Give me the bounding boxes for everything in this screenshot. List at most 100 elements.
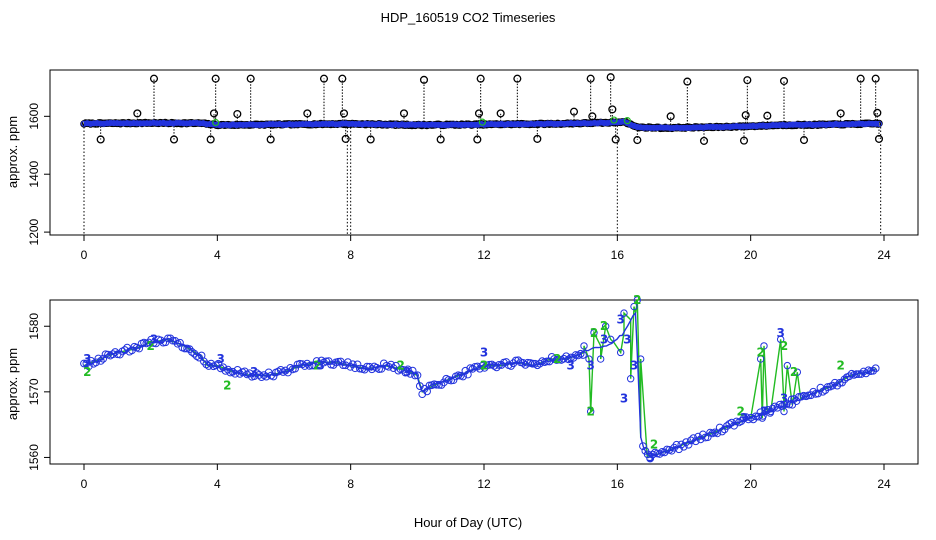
top-series-point <box>644 124 651 131</box>
top-series-point <box>723 123 730 130</box>
bottom-point-label: 3 <box>316 359 324 373</box>
bottom-point-label: 3 <box>250 365 258 379</box>
top-series-point <box>180 120 187 127</box>
bottom-data-point <box>871 364 880 373</box>
top-series-point <box>720 124 727 131</box>
top-series-point <box>465 121 472 128</box>
top-series-point <box>726 123 734 131</box>
top-plot-marks <box>80 73 884 235</box>
top-outlier-point <box>699 136 709 145</box>
bottom-spike-point <box>780 407 788 416</box>
bottom-data-point <box>99 354 108 363</box>
bottom-spike-point <box>758 414 767 422</box>
bottom-data-point <box>845 372 854 381</box>
top-xtick-label: 4 <box>214 248 221 262</box>
top-series-point <box>660 124 667 131</box>
top-series-point <box>392 121 399 128</box>
top-outlier-point <box>338 74 347 83</box>
top-series-point <box>362 120 369 127</box>
top-ylabel: approx. ppm <box>5 116 20 188</box>
top-series-point <box>561 120 568 127</box>
top-series-point <box>485 121 492 128</box>
bottom-spike-point <box>776 335 785 344</box>
top-outlier-point <box>209 109 219 118</box>
top-series-point <box>352 121 359 128</box>
top-series-point <box>504 120 512 128</box>
top-series-point <box>786 121 793 128</box>
top-series-point <box>259 121 266 129</box>
top-series-point <box>872 120 879 127</box>
bottom-xtick-label: 8 <box>347 477 354 491</box>
bottom-data-point <box>545 357 554 366</box>
top-series-point <box>690 124 697 131</box>
bottom-xtick-label: 16 <box>611 477 625 491</box>
bottom-data-point <box>161 338 170 347</box>
top-series-point <box>511 121 518 128</box>
top-ytick-label: 1200 <box>27 218 41 245</box>
top-series-point <box>302 121 310 128</box>
top-series-point <box>167 119 174 127</box>
top-series-point <box>697 124 704 131</box>
top-series-point <box>193 119 200 126</box>
bottom-point-label: 3 <box>646 450 654 464</box>
bottom-data-point <box>190 349 199 358</box>
top-outlier-point <box>366 135 375 144</box>
top-series-point <box>842 121 849 128</box>
bottom-data-point <box>684 440 693 449</box>
top-series-point <box>425 121 432 129</box>
bottom-spike-point <box>596 355 605 363</box>
bottom-data-point <box>176 338 184 347</box>
top-series-point <box>856 120 863 127</box>
top-xtick-label: 24 <box>877 248 891 262</box>
top-outlier-point <box>606 73 615 82</box>
bottom-data-point <box>559 354 568 363</box>
top-series-point <box>137 120 144 127</box>
top-series-point <box>186 120 194 127</box>
top-series-point <box>852 120 859 128</box>
top-series-point <box>448 121 455 128</box>
bottom-point-label: 2 <box>223 378 231 392</box>
top-series-point <box>90 120 98 127</box>
top-series-point <box>488 120 495 128</box>
bottom-axis-ticks: 0 4 8 12 16 20 24 1560 1570 1580 <box>27 313 891 491</box>
bottom-data-point <box>164 334 172 343</box>
top-series-point <box>415 121 422 128</box>
top-series-point <box>594 120 601 127</box>
top-series-point <box>501 121 508 128</box>
top-series-point <box>173 119 180 126</box>
top-outlier-point <box>799 136 809 145</box>
top-outlier-point <box>496 109 505 118</box>
bottom-data-point <box>521 360 530 369</box>
top-series-point <box>763 122 770 130</box>
top-outlier-point <box>96 135 105 144</box>
top-panel: 0 4 8 12 16 20 24 1200 1400 1600 approx. ppm <box>5 69 919 262</box>
top-series-point <box>133 120 141 127</box>
bottom-spike-point <box>630 302 638 311</box>
top-series-point <box>680 124 687 132</box>
top-series-point <box>143 120 151 127</box>
top-series-point <box>468 121 475 128</box>
bottom-data-point <box>687 436 695 445</box>
top-series-point <box>385 121 392 128</box>
bottom-data-point <box>291 364 300 373</box>
bottom-data-point <box>384 362 393 371</box>
x-axis-label: Hour of Day (UTC) <box>414 515 522 530</box>
top-series-point <box>779 121 787 128</box>
bottom-point-label: 2 <box>600 319 608 333</box>
top-outlier-point <box>303 109 312 118</box>
top-series-point <box>571 120 578 127</box>
top-xtick-label: 16 <box>611 248 625 262</box>
top-series-point <box>706 123 714 130</box>
top-series-point <box>408 121 416 128</box>
top-series-point <box>836 121 843 128</box>
bottom-data-point <box>543 357 551 366</box>
bottom-ytick-label: 1580 <box>27 313 41 340</box>
top-series-point <box>163 120 170 127</box>
top-series-point <box>683 124 690 131</box>
top-series-point <box>190 119 197 127</box>
bottom-point-label: 2 <box>313 359 321 373</box>
bottom-data-point <box>435 380 443 389</box>
bottom-data-point <box>715 423 724 432</box>
